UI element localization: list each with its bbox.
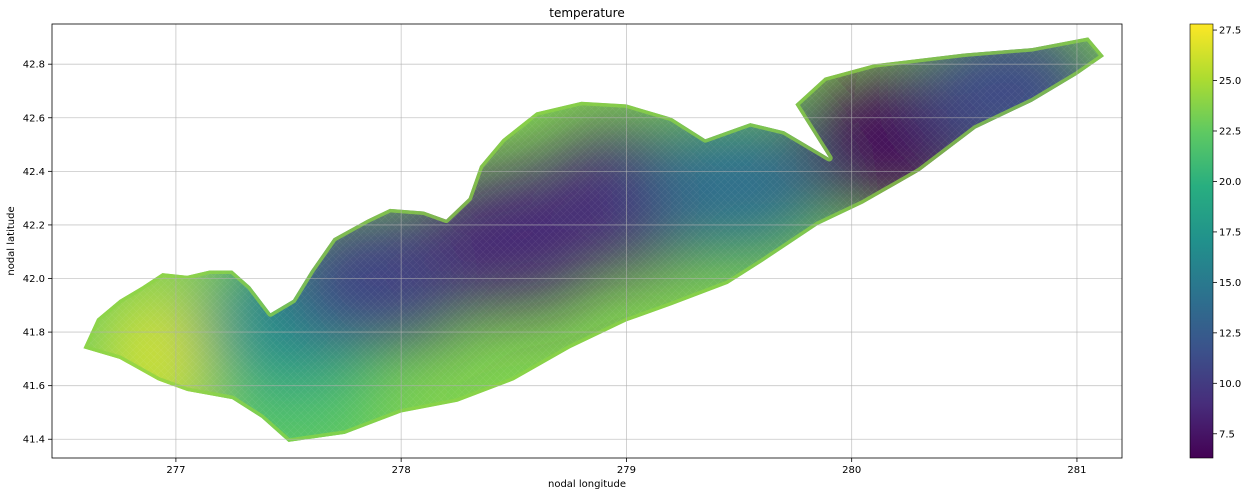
- y-axis-ticks: 41.4 41.6 41.8 42.0 42.2 42.4 42.6 42.8: [23, 60, 52, 446]
- colorbar-tick-label: 22.5: [1219, 126, 1241, 137]
- y-tick-label: 42.0: [23, 274, 45, 285]
- x-axis-ticks: 277 278 279 280 281: [166, 458, 1086, 476]
- grid: [52, 24, 1122, 458]
- x-tick-label: 278: [392, 465, 411, 476]
- colorbar: [1189, 23, 1214, 459]
- chart-title: temperature: [549, 6, 624, 20]
- y-tick-label: 42.8: [23, 60, 45, 71]
- colorbar-tick-label: 25.0: [1219, 76, 1241, 87]
- x-tick-label: 280: [842, 465, 861, 476]
- y-tick-label: 41.6: [23, 381, 45, 392]
- y-tick-label: 42.2: [23, 220, 45, 231]
- y-axis-label: nodal latitude: [6, 206, 17, 275]
- x-axis-label: nodal longitude: [548, 479, 626, 490]
- colorbar-tick-label: 20.0: [1219, 177, 1241, 188]
- x-tick-label: 281: [1067, 465, 1086, 476]
- colorbar-tick-label: 27.5: [1219, 26, 1241, 37]
- colorbar-ticks: 7.5 10.0 12.5 15.0 17.5 20.0 22.5 25.0 27.5: [1213, 26, 1241, 440]
- y-tick-label: 42.4: [23, 167, 45, 178]
- plot-frame: [51, 23, 1123, 459]
- colorbar-tick-label: 10.0: [1219, 379, 1241, 390]
- colorbar-tick-label: 17.5: [1219, 227, 1241, 238]
- y-tick-label: 41.8: [23, 328, 45, 339]
- colorbar-tick-label: 15.0: [1219, 278, 1241, 289]
- mesh-overlay: [83, 37, 1104, 442]
- x-tick-label: 279: [617, 465, 636, 476]
- colorbar-tick-label: 12.5: [1219, 328, 1241, 339]
- y-tick-label: 42.6: [23, 113, 45, 124]
- y-tick-label: 41.4: [23, 435, 45, 446]
- x-tick-label: 277: [166, 465, 185, 476]
- colorbar-tick-label: 7.5: [1219, 429, 1235, 440]
